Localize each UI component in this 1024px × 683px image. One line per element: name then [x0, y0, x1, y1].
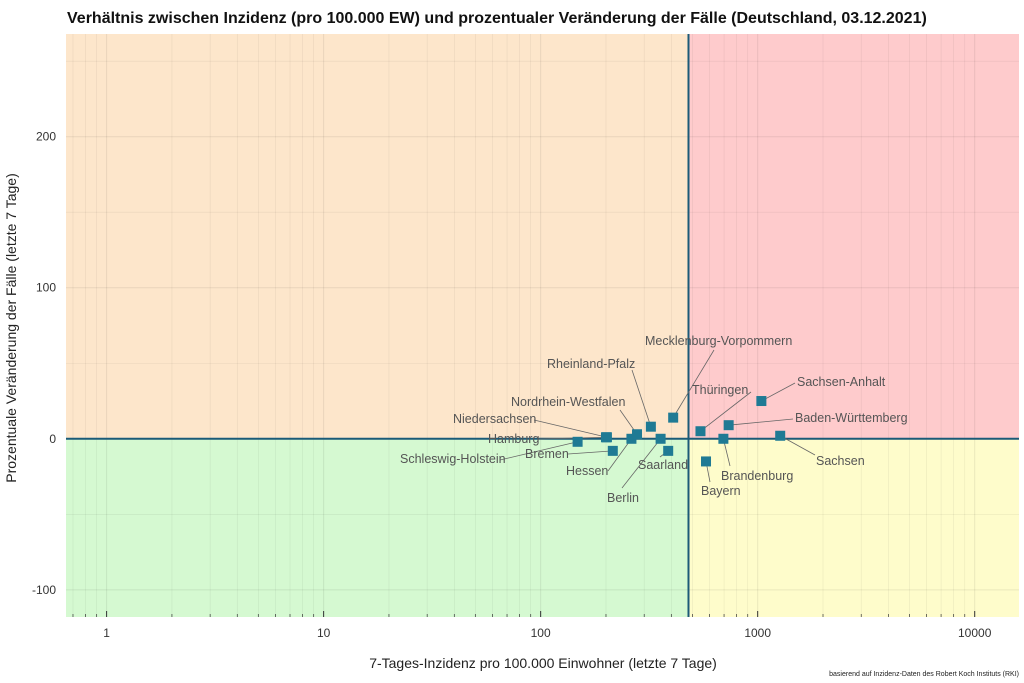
leader-line-berlin	[621, 438, 661, 489]
leader-line-mecklenburg-vorpommern	[672, 349, 715, 418]
label-sachsen-anhalt: Sachsen-Anhalt	[797, 375, 886, 389]
y-tick-label: 200	[36, 130, 56, 144]
point-sachsen	[775, 430, 786, 441]
x-tick-label: 10000	[958, 626, 992, 640]
data-points	[572, 396, 786, 467]
gridlines	[66, 34, 1019, 617]
label-niedersachsen: Niedersachsen	[453, 412, 536, 426]
axis-ticks: 1 10 100 1000 10000 -100 0 100 200	[32, 130, 992, 640]
leader-line-schleswig-holstein	[499, 441, 578, 461]
leader-line-bremen	[567, 450, 613, 455]
point-schleswig-holstein	[572, 436, 583, 447]
x-tick-label: 100	[531, 626, 551, 640]
leader-line-sachsen-anhalt	[761, 382, 796, 402]
point-nordrhein-westfalen	[632, 429, 643, 440]
label-thueringen: Thüringen	[692, 383, 748, 397]
label-mecklenburg-vorpommern: Mecklenburg-Vorpommern	[645, 334, 792, 348]
quadrant-bottom-right	[688, 438, 1019, 617]
label-berlin: Berlin	[607, 491, 639, 505]
point-saarland	[663, 445, 674, 456]
quadrant-top-left	[66, 34, 689, 439]
point-thueringen	[695, 426, 706, 437]
quadrant-top-right	[688, 34, 1019, 439]
leader-line-rheinland-pfalz	[631, 369, 652, 427]
label-hamburg: Hamburg	[488, 432, 539, 446]
point-baden-wuerttemberg	[723, 420, 734, 431]
x-tick-label: 10	[317, 626, 331, 640]
x-tick-label: 1000	[744, 626, 771, 640]
source-note: basierend auf Inzidenz-Daten des Robert …	[829, 671, 1019, 678]
x-tick-label: 1	[103, 626, 110, 640]
leader-line-baden-wuerttemberg	[728, 418, 794, 426]
point-sachsen-anhalt	[756, 396, 767, 407]
point-berlin	[655, 433, 666, 444]
label-brandenburg: Brandenburg	[721, 469, 793, 483]
label-baden-wuerttemberg: Baden-Württemberg	[795, 411, 908, 425]
quadrant-bottom-left	[66, 438, 689, 617]
label-nordrhein-westfalen: Nordrhein-Westfalen	[511, 395, 625, 409]
point-brandenburg	[718, 433, 729, 444]
y-axis-title: Prozentuale Veränderung der Fälle (letzt…	[3, 173, 19, 483]
leader-line-sachsen	[780, 435, 816, 456]
y-tick-label: -100	[32, 583, 56, 597]
label-sachsen: Sachsen	[816, 454, 865, 468]
leader-line-hessen	[607, 438, 632, 472]
y-tick-label: 0	[49, 432, 56, 446]
chart-title: Verhältnis zwischen Inzidenz (pro 100.00…	[67, 10, 927, 27]
leader-line-hamburg	[537, 436, 606, 440]
point-bayern	[701, 456, 712, 467]
point-mecklenburg-vorpommern	[668, 412, 679, 423]
label-schleswig-holstein: Schleswig-Holstein	[400, 452, 506, 466]
label-rheinland-pfalz: Rheinland-Pfalz	[547, 357, 635, 371]
label-saarland: Saarland	[638, 458, 688, 472]
point-bremen	[607, 445, 618, 456]
point-hessen	[626, 433, 637, 444]
label-bayern: Bayern	[701, 484, 741, 498]
quadrant-backgrounds	[66, 34, 1019, 617]
x-axis-title: 7-Tages-Inzidenz pro 100.000 Einwohner (…	[369, 655, 717, 671]
leader-line-niedersachsen	[533, 419, 608, 438]
leader-line-thueringen	[700, 391, 752, 432]
point-rheinland-pfalz	[645, 421, 656, 432]
point-niedersachsen	[601, 432, 612, 443]
y-tick-label: 100	[36, 281, 56, 295]
label-bremen: Bremen	[525, 447, 569, 461]
point-labels: Schleswig-Holstein Hamburg Niedersachsen Br…	[400, 334, 908, 505]
label-hessen: Hessen	[566, 464, 608, 478]
